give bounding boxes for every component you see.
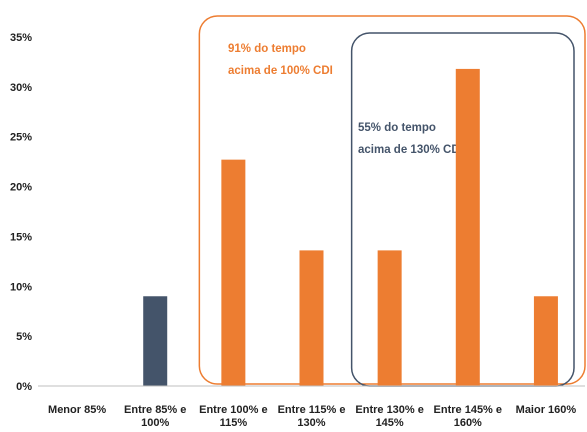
bar xyxy=(455,68,480,386)
y-tick-label: 0% xyxy=(16,381,32,393)
x-tick-label: Menor 85% xyxy=(48,404,106,416)
bars xyxy=(143,68,558,386)
x-axis: Menor 85% Entre 85% e 100% Entre 100% e 115%… xyxy=(38,385,585,429)
x-tick-label: Entre 115% e 130% xyxy=(278,404,346,429)
bar xyxy=(377,250,402,386)
bar xyxy=(533,296,558,386)
x-tick-label: Entre 145% e 160% xyxy=(434,404,502,429)
y-tick-label: 30% xyxy=(10,82,32,94)
y-tick-label: 35% xyxy=(10,32,32,44)
y-tick-label: 20% xyxy=(10,182,32,194)
annotation-text: 91% do tempo acima de 100% CDI xyxy=(228,43,333,77)
y-tick-label: 10% xyxy=(10,281,32,293)
y-tick-label: 25% xyxy=(10,132,32,144)
x-tick-label: Maior 160% xyxy=(516,404,577,416)
bar xyxy=(299,250,324,386)
bar xyxy=(221,159,246,386)
x-tick-label: Entre 85% e 100% xyxy=(124,404,186,429)
y-tick-label: 15% xyxy=(10,231,32,243)
x-tick-label: Entre 100% e 115% xyxy=(199,404,267,429)
bar xyxy=(143,296,168,386)
y-tick-label: 5% xyxy=(16,331,32,343)
annotation-text: 55% do tempo acima de 130% CDI xyxy=(358,122,463,156)
x-tick-label: Entre 130% e 145% xyxy=(355,404,423,429)
y-axis: 0% 5% 10% 15% 20% 25% 30% 35% xyxy=(10,32,32,393)
